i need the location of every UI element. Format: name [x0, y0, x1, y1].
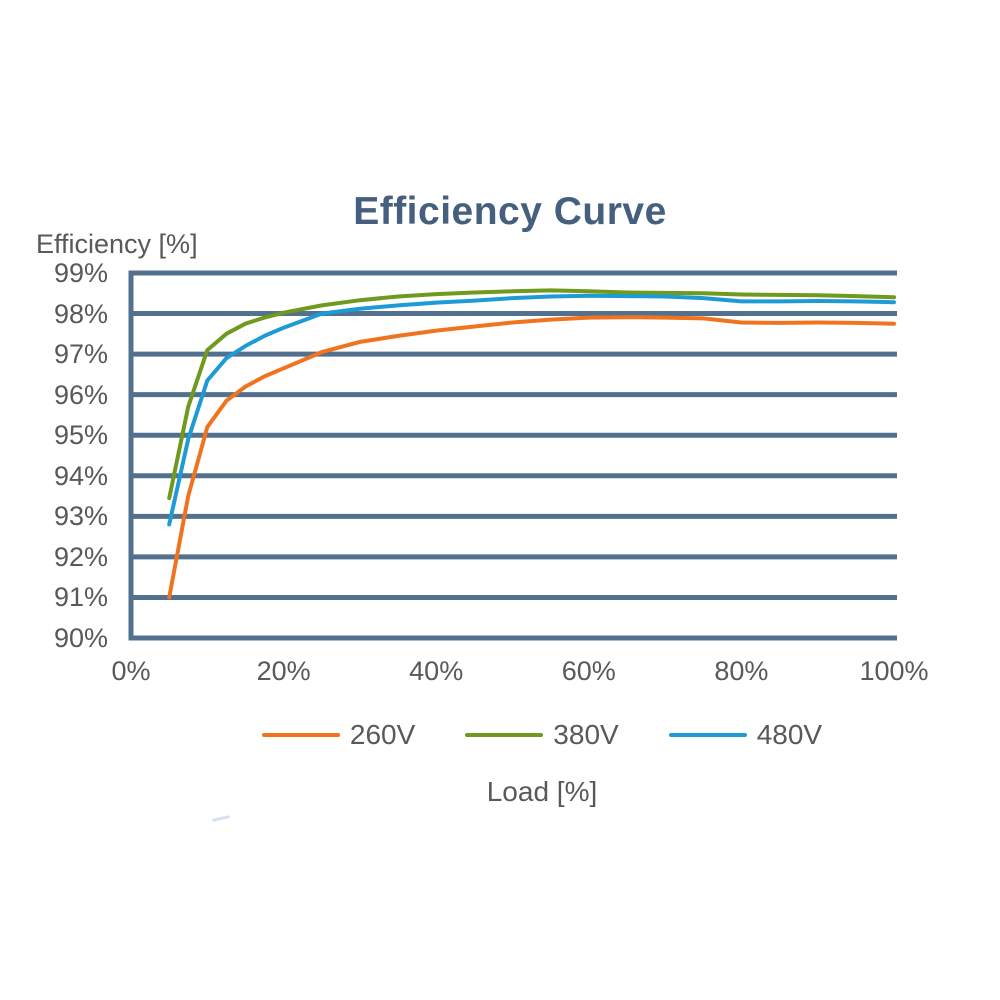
y-tick-label: 92% [53, 541, 108, 572]
x-tick-label: 80% [714, 656, 769, 686]
legend-item-380V: 380V [465, 719, 619, 751]
y-axis-title: Efficiency [%] [36, 229, 198, 259]
legend-label: 380V [553, 719, 619, 750]
y-tick-label: 91% [53, 582, 108, 613]
legend-item-260V: 260V [261, 719, 416, 751]
legend-label: 480V [756, 719, 823, 750]
y-tick-label: 96% [53, 379, 108, 410]
series-line-380V [167, 288, 896, 501]
y-tick-label: 94% [53, 460, 108, 491]
y-tick-label: 98% [53, 298, 108, 329]
x-tick-label: 100% [859, 656, 929, 686]
legend-swatch-380V [465, 733, 544, 737]
legend-swatch-260V [261, 733, 340, 737]
legend-label: 260V [349, 719, 416, 750]
x-tick-label: 60% [561, 656, 616, 686]
legend-item-480V: 480V [668, 719, 823, 751]
x-tick-label: 20% [256, 656, 311, 686]
y-tick-label: 90% [53, 623, 108, 653]
x-tick-label: 0% [111, 656, 151, 686]
y-tick-label: 93% [53, 501, 108, 532]
y-tick-label: 95% [53, 420, 108, 451]
x-axis-title: Load [%] [486, 776, 598, 807]
y-tick-label: 97% [53, 339, 108, 370]
series-line-260V [167, 315, 896, 600]
series-line-480V [167, 293, 896, 527]
x-tick-label: 40% [409, 656, 464, 686]
legend: 260V 380V 480V [80, 719, 1000, 751]
legend-swatch-480V [668, 733, 747, 737]
y-tick-label: 99% [53, 258, 108, 288]
chart-title: Efficiency Curve [353, 190, 667, 233]
